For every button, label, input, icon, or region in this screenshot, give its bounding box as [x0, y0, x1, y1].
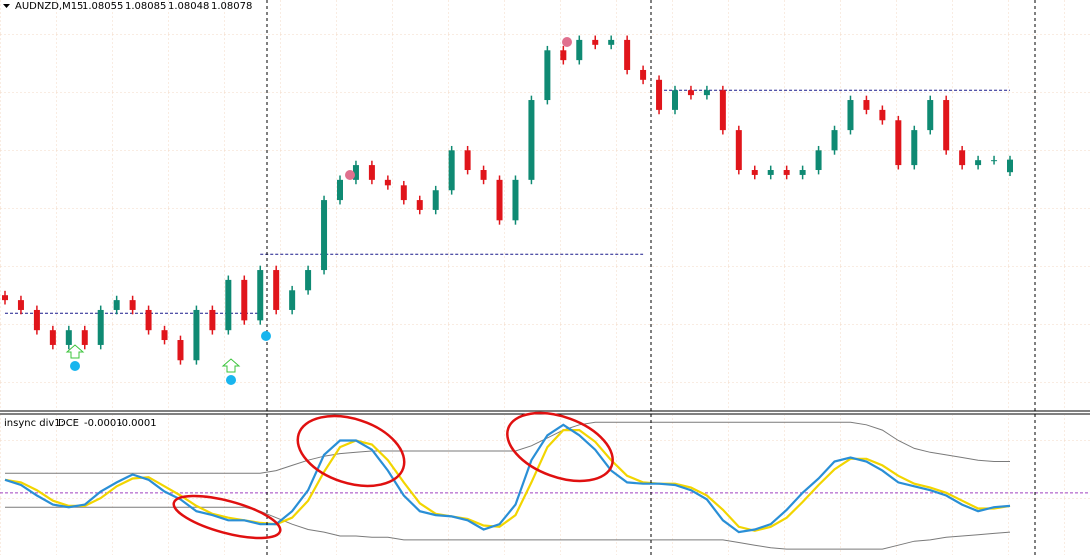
candle-body: [959, 150, 966, 166]
candle-body: [895, 120, 902, 166]
buy-arrow: [65, 344, 85, 359]
indicator-header: insync div1: DCE -0.0001 -0.0001: [4, 418, 157, 429]
candle-body: [416, 200, 423, 210]
candle-body: [448, 150, 455, 191]
candle-body: [49, 330, 56, 345]
candle-body: [113, 300, 120, 310]
candle-body: [975, 160, 982, 166]
candle-body: [687, 90, 694, 96]
candle-body: [751, 170, 758, 175]
candle-body: [512, 179, 519, 221]
candle-body: [624, 39, 631, 70]
candle-body: [129, 300, 136, 310]
candle-body: [177, 340, 184, 361]
candle-body: [480, 170, 487, 180]
candle-body: [703, 90, 710, 96]
annotation-ellipse: [506, 411, 614, 483]
candle-body: [432, 190, 439, 210]
candle-body: [400, 185, 407, 201]
candle-body: [672, 90, 678, 110]
buy-dot: [261, 331, 271, 341]
indicator-line: [4, 429, 1011, 532]
last-low: 1.08048: [168, 1, 209, 12]
candle-body: [656, 79, 663, 110]
candle-body: [496, 179, 503, 221]
buy-arrow: [221, 358, 241, 373]
candle-body: [576, 39, 583, 61]
signals: [65, 37, 572, 385]
candle-body: [337, 179, 343, 201]
candle-body: [97, 309, 104, 345]
candle-body: [927, 100, 934, 131]
candle-body: [783, 170, 790, 175]
symbol: AUDNZD,M15: [15, 1, 83, 12]
menu-arrow: [3, 4, 10, 8]
indicator-label: DCE: [58, 418, 79, 429]
buy-dot: [70, 361, 80, 371]
candle-body: [289, 290, 296, 310]
candle-body: [33, 309, 40, 331]
candle-body: [991, 160, 998, 162]
annotation-ellipse: [172, 494, 282, 540]
candle-body: [799, 170, 806, 175]
candle-body: [560, 50, 567, 61]
indicator-pane: [0, 421, 1090, 550]
candle-body: [273, 270, 280, 310]
candle-body: [241, 279, 248, 321]
sell-dot: [345, 170, 355, 180]
buy-dot: [226, 375, 236, 385]
candle-body: [592, 39, 599, 45]
candle-body: [225, 279, 232, 331]
price-header: AUDNZD,M15 1.08055 1.08085 1.08048 1.080…: [3, 1, 252, 12]
candle-body: [464, 150, 471, 171]
sell-dot: [562, 37, 572, 47]
session-separators: [266, 0, 1036, 555]
candle-body: [735, 130, 742, 171]
candle-body: [352, 165, 359, 180]
indicator-line: [5, 506, 1011, 550]
candle-body: [368, 165, 375, 180]
last-close: 1.08078: [211, 1, 252, 12]
indicator-value: -0.0001: [118, 418, 157, 429]
candle-body: [161, 330, 168, 341]
candle-body: [2, 295, 8, 301]
candle-body: [608, 39, 615, 45]
candle-body: [544, 50, 551, 101]
candle-body: [640, 69, 647, 80]
candle-body: [257, 270, 264, 321]
candle-body: [767, 170, 774, 175]
candle-body: [65, 330, 72, 345]
candle-body: [528, 100, 535, 180]
candle-body: [863, 100, 870, 110]
last-open: 1.08055: [82, 1, 123, 12]
candle-body: [943, 100, 950, 151]
candle-body: [17, 300, 24, 310]
candle-body: [384, 179, 391, 186]
candle-body: [831, 130, 838, 151]
indicator-name: insync div1:: [4, 418, 64, 429]
annotations: [172, 411, 614, 540]
candle-body: [847, 100, 854, 131]
indicator-value: -0.0001: [84, 418, 123, 429]
candle-body: [81, 330, 88, 345]
candle-body: [1007, 159, 1013, 173]
candle-body: [815, 150, 822, 171]
candle-body: [209, 309, 216, 331]
candle-body: [911, 130, 918, 166]
indicator-line: [5, 421, 1010, 474]
indicator-line: [4, 423, 1011, 534]
candle-body: [145, 309, 152, 331]
last-high: 1.08085: [125, 1, 166, 12]
price-pane: [2, 35, 1013, 365]
candle-body: [305, 270, 312, 291]
candle-body: [193, 309, 200, 361]
candle-body: [879, 109, 886, 121]
annotation-ellipse: [296, 414, 406, 488]
candle-body: [719, 90, 726, 131]
candle-body: [321, 200, 328, 271]
